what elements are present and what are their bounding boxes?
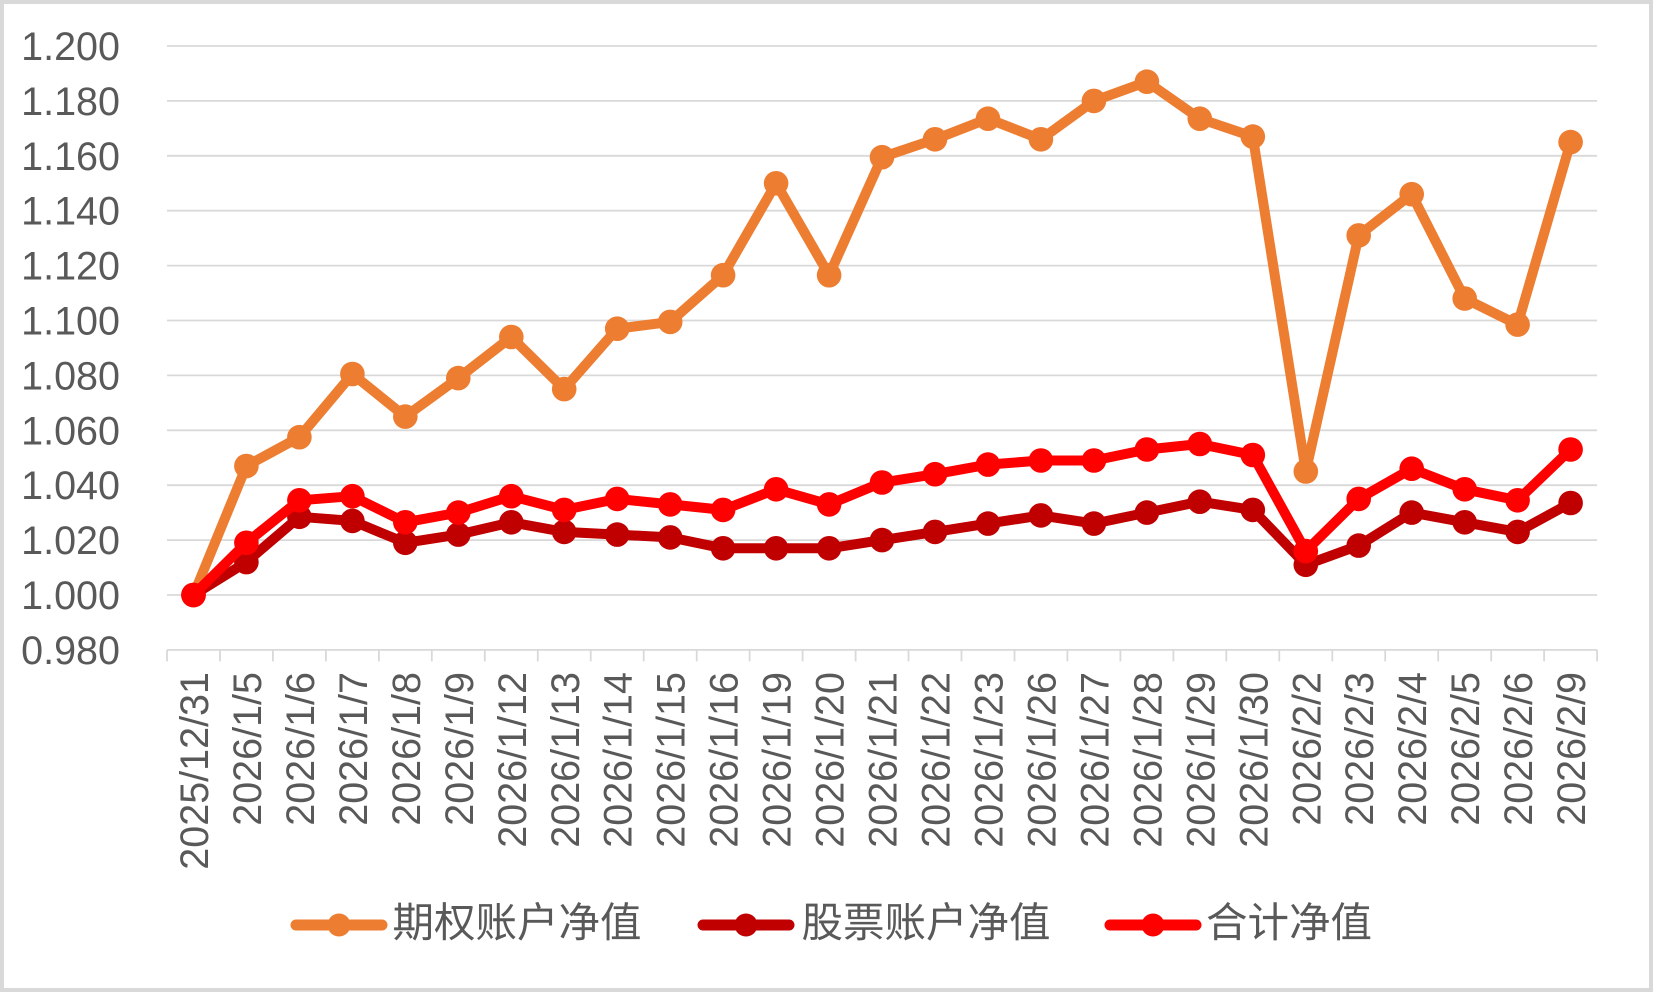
svg-text:2026/2/9: 2026/2/9 — [1550, 672, 1594, 826]
svg-text:2026/1/5: 2026/1/5 — [226, 672, 270, 826]
svg-text:2026/1/16: 2026/1/16 — [703, 672, 747, 848]
svg-text:1.180: 1.180 — [21, 80, 120, 124]
svg-text:2026/2/3: 2026/2/3 — [1338, 672, 1382, 826]
svg-text:2026/1/29: 2026/1/29 — [1179, 672, 1223, 848]
svg-text:1.160: 1.160 — [21, 135, 120, 179]
svg-text:2026/1/15: 2026/1/15 — [650, 672, 694, 848]
svg-text:2026/1/26: 2026/1/26 — [1020, 672, 1064, 848]
svg-text:2026/1/19: 2026/1/19 — [756, 672, 800, 848]
svg-text:1.040: 1.040 — [21, 464, 120, 508]
svg-text:1.000: 1.000 — [21, 574, 120, 618]
svg-text:1.120: 1.120 — [21, 245, 120, 289]
svg-text:2026/1/27: 2026/1/27 — [1073, 672, 1117, 848]
svg-text:2025/12/31: 2025/12/31 — [173, 672, 217, 870]
svg-text:2026/1/6: 2026/1/6 — [279, 672, 323, 826]
svg-text:2026/1/12: 2026/1/12 — [491, 672, 535, 848]
svg-text:1.080: 1.080 — [21, 354, 120, 398]
svg-text:2026/1/8: 2026/1/8 — [385, 672, 429, 826]
svg-text:2026/2/4: 2026/2/4 — [1391, 672, 1435, 826]
svg-text:1.140: 1.140 — [21, 190, 120, 234]
svg-text:2026/1/13: 2026/1/13 — [544, 672, 588, 848]
svg-text:1.100: 1.100 — [21, 300, 120, 344]
svg-text:2026/2/5: 2026/2/5 — [1444, 672, 1488, 826]
svg-text:2026/1/21: 2026/1/21 — [862, 672, 906, 848]
svg-text:2026/1/23: 2026/1/23 — [968, 672, 1012, 848]
svg-text:1.020: 1.020 — [21, 519, 120, 563]
svg-text:2026/1/20: 2026/1/20 — [809, 672, 853, 848]
svg-text:1.060: 1.060 — [21, 409, 120, 453]
svg-text:0.980: 0.980 — [21, 629, 120, 673]
svg-text:2026/2/6: 2026/2/6 — [1497, 672, 1541, 826]
svg-text:1.200: 1.200 — [21, 25, 120, 69]
svg-text:2026/1/22: 2026/1/22 — [915, 672, 959, 848]
svg-text:2026/1/28: 2026/1/28 — [1126, 672, 1170, 848]
svg-text:2026/1/14: 2026/1/14 — [597, 672, 641, 848]
svg-text:2026/1/7: 2026/1/7 — [332, 672, 376, 826]
svg-text:2026/1/9: 2026/1/9 — [438, 672, 482, 826]
svg-text:2026/1/30: 2026/1/30 — [1232, 672, 1276, 848]
svg-text:2026/2/2: 2026/2/2 — [1285, 672, 1329, 826]
